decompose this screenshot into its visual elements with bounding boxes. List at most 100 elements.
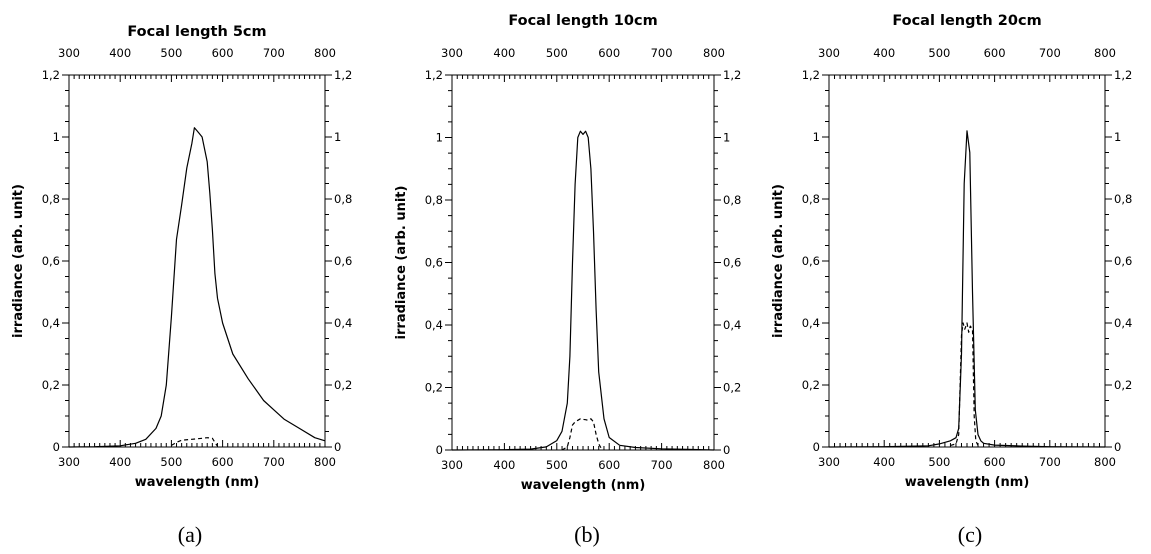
x-tick-label-bottom: 600	[212, 455, 234, 469]
y-tick-label-right: 0	[723, 443, 730, 457]
y-tick-label-right: 0,4	[723, 318, 741, 332]
y-tick-label-left: 0,6	[42, 254, 60, 268]
y-tick-label-right: 0,2	[334, 378, 352, 392]
y-tick-label-left: 0	[436, 443, 443, 457]
x-tick-label-bottom: 400	[493, 458, 515, 472]
y-tick-label-left: 0	[53, 440, 60, 454]
panel-caption: (b)	[574, 522, 600, 547]
y-tick-label-left: 1	[436, 131, 443, 145]
y-tick-label-left: 0,8	[42, 192, 60, 206]
x-tick-label-top: 800	[314, 46, 336, 60]
y-tick-label-left: 1,2	[42, 68, 60, 82]
y-tick-label-right: 1	[334, 130, 341, 144]
y-tick-label-left: 0,6	[802, 254, 820, 268]
chart-panel-1: Focal length 5cm 300 300 400 400 500 500 600 600…	[11, 24, 352, 547]
panel-caption: (a)	[178, 522, 202, 547]
y-tick-label-right: 0,8	[1114, 192, 1132, 206]
y-tick-label-right: 1,2	[334, 68, 352, 82]
x-tick-label-top: 600	[598, 46, 620, 60]
y-tick-label-left: 0,8	[802, 192, 820, 206]
dashed-series-line	[171, 437, 218, 447]
x-tick-label-top: 700	[1039, 46, 1061, 60]
y-tick-label-right: 1	[1114, 130, 1121, 144]
y-tick-label-right: 0,2	[723, 381, 741, 395]
solid-series-line	[68, 127, 326, 448]
x-tick-label-top: 800	[1094, 46, 1116, 60]
y-tick-label-right: 1,2	[1114, 68, 1132, 82]
y-tick-label-left: 1,2	[802, 68, 820, 82]
x-tick-label-top: 500	[928, 46, 950, 60]
x-tick-label-bottom: 600	[598, 458, 620, 472]
x-tick-label-top: 600	[212, 46, 234, 60]
x-tick-label-bottom: 300	[818, 455, 840, 469]
x-tick-label-bottom: 300	[58, 455, 80, 469]
x-tick-label-top: 400	[109, 46, 131, 60]
x-tick-label-bottom: 400	[109, 455, 131, 469]
x-tick-label-bottom: 800	[703, 458, 725, 472]
y-tick-label-right: 0,8	[334, 192, 352, 206]
y-axis-label: irradiance (arb. unit)	[394, 186, 409, 340]
x-tick-label-top: 300	[818, 46, 840, 60]
x-tick-label-top: 300	[58, 46, 80, 60]
x-tick-label-top: 700	[263, 46, 285, 60]
y-tick-label-right: 0	[1114, 440, 1121, 454]
dashed-series-line	[561, 418, 602, 451]
x-tick-label-top: 600	[984, 46, 1006, 60]
y-tick-label-right: 0,8	[723, 193, 741, 207]
x-tick-label-top: 800	[703, 46, 725, 60]
y-tick-label-right: 0,6	[723, 256, 741, 270]
y-tick-label-right: 0	[334, 440, 341, 454]
chart-title: Focal length 10cm	[508, 13, 657, 29]
x-tick-label-bottom: 800	[1094, 455, 1116, 469]
chart-panel-3: Focal length 20cm 300 300 400 400 500 500 600 60…	[771, 13, 1132, 547]
y-axis-label: irradiance (arb. unit)	[11, 184, 26, 338]
x-tick-label-bottom: 700	[1039, 455, 1061, 469]
x-tick-label-bottom: 300	[441, 458, 463, 472]
y-tick-label-right: 1,2	[723, 68, 741, 82]
x-axis-label: wavelength (nm)	[521, 478, 646, 493]
x-tick-label-bottom: 600	[984, 455, 1006, 469]
x-tick-label-bottom: 800	[314, 455, 336, 469]
chart-panel-2: Focal length 10cm 300 300 400 400 500 500 600 60…	[394, 13, 741, 547]
x-tick-label-bottom: 500	[160, 455, 182, 469]
y-tick-label-right: 0,6	[334, 254, 352, 268]
x-tick-label-bottom: 700	[651, 458, 673, 472]
y-tick-label-left: 0,6	[425, 256, 443, 270]
x-tick-label-bottom: 500	[928, 455, 950, 469]
y-tick-label-left: 0,2	[425, 381, 443, 395]
y-tick-label-left: 1	[813, 130, 820, 144]
y-tick-label-right: 0,6	[1114, 254, 1132, 268]
y-tick-label-left: 1,2	[425, 68, 443, 82]
chart-title: Focal length 20cm	[892, 13, 1041, 29]
panel-caption: (c)	[958, 522, 982, 547]
x-axis-label: wavelength (nm)	[135, 475, 260, 490]
x-tick-label-top: 500	[160, 46, 182, 60]
x-tick-label-top: 400	[493, 46, 515, 60]
y-tick-label-left: 0,4	[802, 316, 820, 330]
y-tick-label-left: 0	[813, 440, 820, 454]
x-tick-label-bottom: 500	[546, 458, 568, 472]
y-tick-label-right: 0,4	[334, 316, 352, 330]
dashed-series-line	[950, 322, 979, 446]
y-tick-label-right: 1	[723, 131, 730, 145]
plot-frame	[451, 74, 715, 451]
y-tick-label-left: 1	[53, 130, 60, 144]
y-tick-label-left: 0,4	[42, 316, 60, 330]
chart-title: Focal length 5cm	[127, 24, 266, 40]
x-axis-label: wavelength (nm)	[905, 475, 1030, 490]
x-tick-label-top: 400	[873, 46, 895, 60]
x-tick-label-top: 500	[546, 46, 568, 60]
x-tick-label-top: 700	[651, 46, 673, 60]
y-tick-label-right: 0,4	[1114, 316, 1132, 330]
solid-series-line	[828, 130, 1106, 448]
y-tick-label-left: 0,4	[425, 318, 443, 332]
y-axis-label: irradiance (arb. unit)	[771, 184, 786, 338]
y-tick-label-left: 0,2	[802, 378, 820, 392]
solid-series-line	[451, 130, 715, 451]
y-tick-label-left: 0,2	[42, 378, 60, 392]
y-tick-label-left: 0,8	[425, 193, 443, 207]
x-tick-label-top: 300	[441, 46, 463, 60]
x-tick-label-bottom: 400	[873, 455, 895, 469]
y-tick-label-right: 0,2	[1114, 378, 1132, 392]
